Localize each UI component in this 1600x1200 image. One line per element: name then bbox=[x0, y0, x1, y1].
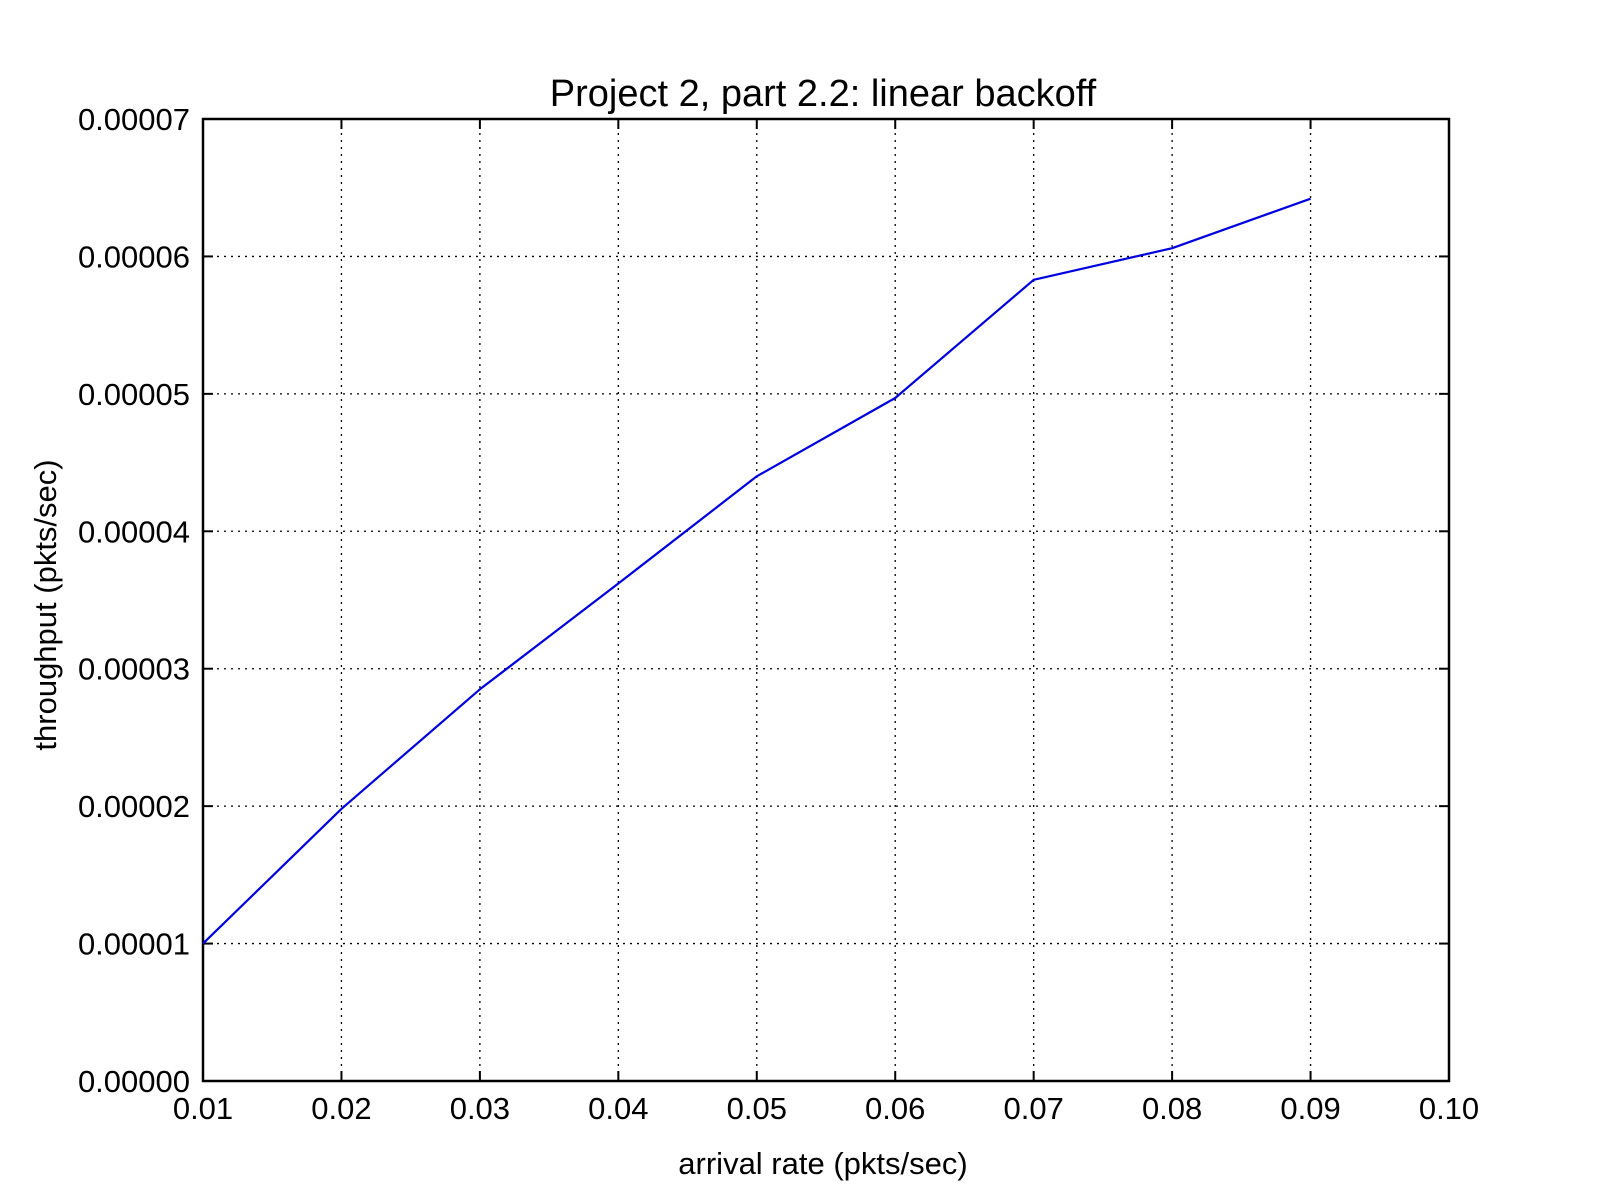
x-tick-label: 0.07 bbox=[1003, 1091, 1063, 1126]
x-tick-label: 0.10 bbox=[1419, 1091, 1479, 1126]
y-tick-label: 0.00001 bbox=[78, 927, 190, 962]
series-layer bbox=[202, 197, 1311, 945]
y-tick-label: 0.00006 bbox=[78, 239, 190, 274]
y-tick-label: 0.00000 bbox=[78, 1064, 190, 1099]
y-axis-title: throughput (pkts/sec) bbox=[28, 459, 63, 750]
chart-title: Project 2, part 2.2: linear backoff bbox=[550, 73, 1097, 115]
x-tick-label: 0.01 bbox=[173, 1091, 233, 1126]
y-tick-label: 0.00003 bbox=[78, 652, 190, 687]
x-tick-label: 0.04 bbox=[588, 1091, 648, 1126]
series-line bbox=[202, 197, 1311, 945]
x-tick-label: 0.08 bbox=[1142, 1091, 1202, 1126]
plot-frame bbox=[201, 117, 1451, 1083]
y-tick-label: 0.00005 bbox=[78, 377, 190, 412]
y-tick-label: 0.00004 bbox=[78, 514, 190, 549]
x-tick-label: 0.05 bbox=[727, 1091, 787, 1126]
x-tick-label: 0.09 bbox=[1280, 1091, 1340, 1126]
x-axis-title: arrival rate (pkts/sec) bbox=[678, 1146, 967, 1181]
axis-ticks bbox=[202, 118, 1450, 1082]
y-tick-label: 0.00007 bbox=[78, 102, 190, 137]
x-tick-label: 0.06 bbox=[865, 1091, 925, 1126]
y-tick-label: 0.00002 bbox=[78, 789, 190, 824]
grid bbox=[203, 119, 1449, 1081]
x-tick-label: 0.02 bbox=[311, 1091, 371, 1126]
x-tick-label: 0.03 bbox=[450, 1091, 510, 1126]
tick-labels: 0.01 0.02 0.03 0.04 0.05 0.06 0.07 0.08 0.09 0.10… bbox=[78, 102, 1479, 1126]
